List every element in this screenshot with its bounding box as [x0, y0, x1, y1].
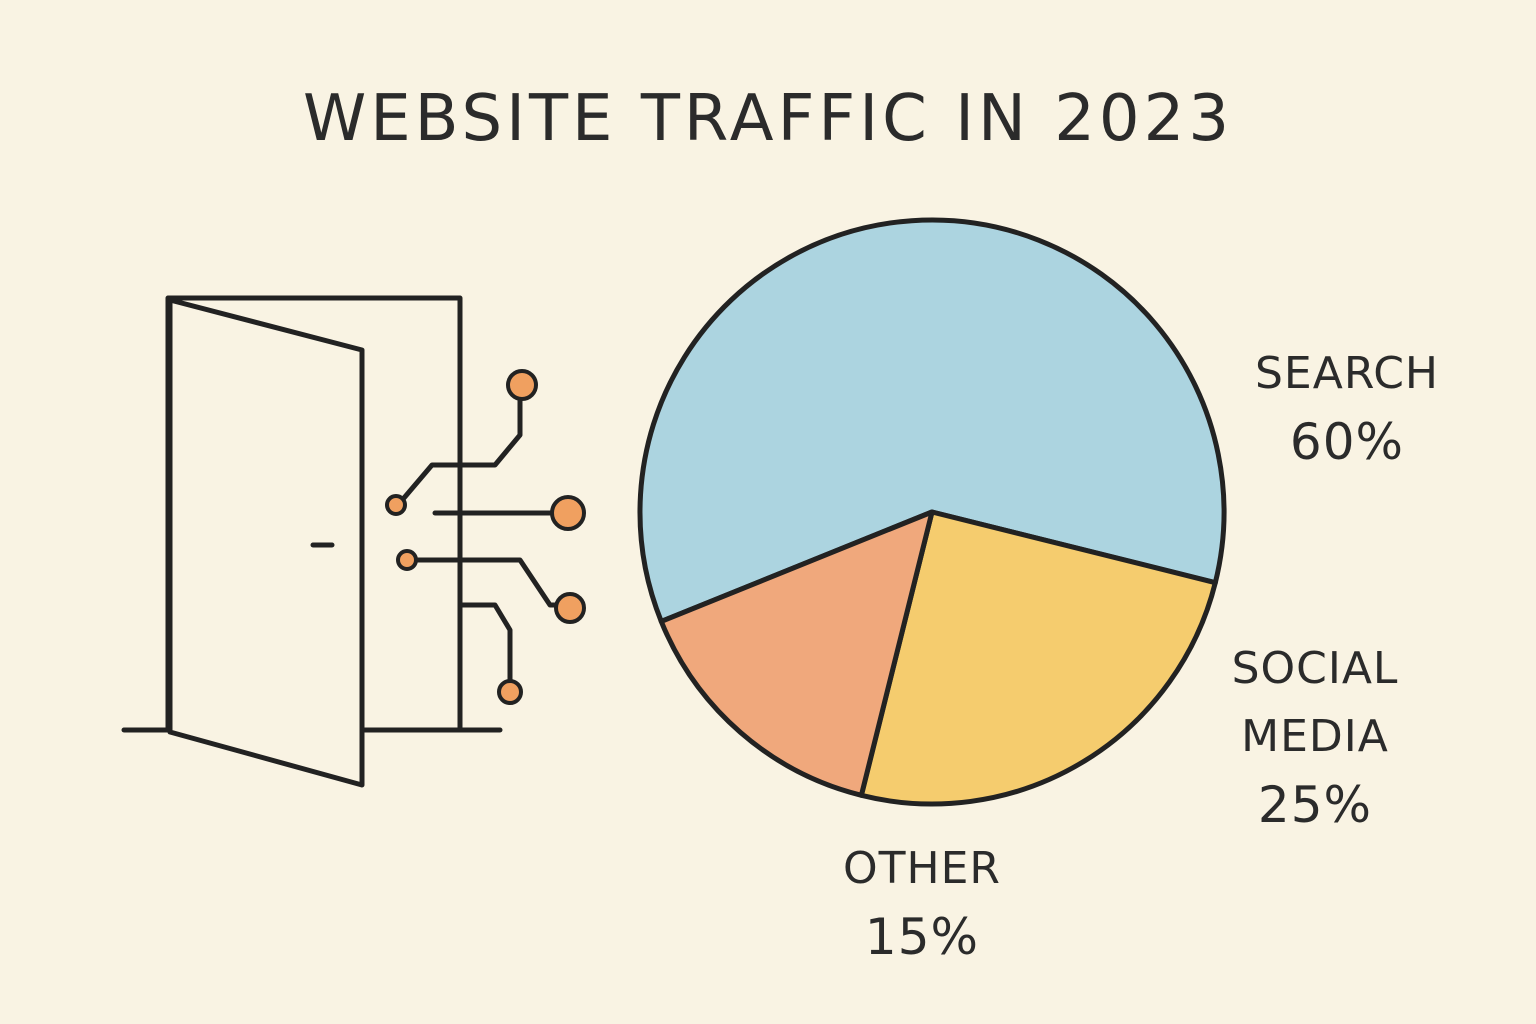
value-label: 15% [864, 908, 980, 966]
category-label: SEARCH [1254, 348, 1440, 399]
pie-slice [637, 217, 1227, 624]
door-nodes [385, 369, 586, 705]
category-label: SOCIAL MEDIA [1231, 643, 1399, 762]
value-label: 25% [1257, 776, 1373, 834]
value-label: 60% [1289, 413, 1405, 471]
slice-label: SOCIAL MEDIA 25% [1215, 635, 1415, 839]
category-label: OTHER [843, 843, 1001, 894]
slice-label: OTHER 15% [802, 835, 1042, 971]
pie-slice [858, 509, 1218, 807]
slice-label: SEARCH 60% [1227, 340, 1467, 476]
chart-title: WEBSITE TRAFFIC IN 2023 [302, 82, 1234, 156]
pie-slice [658, 509, 935, 798]
door-illustration [121, 295, 563, 788]
